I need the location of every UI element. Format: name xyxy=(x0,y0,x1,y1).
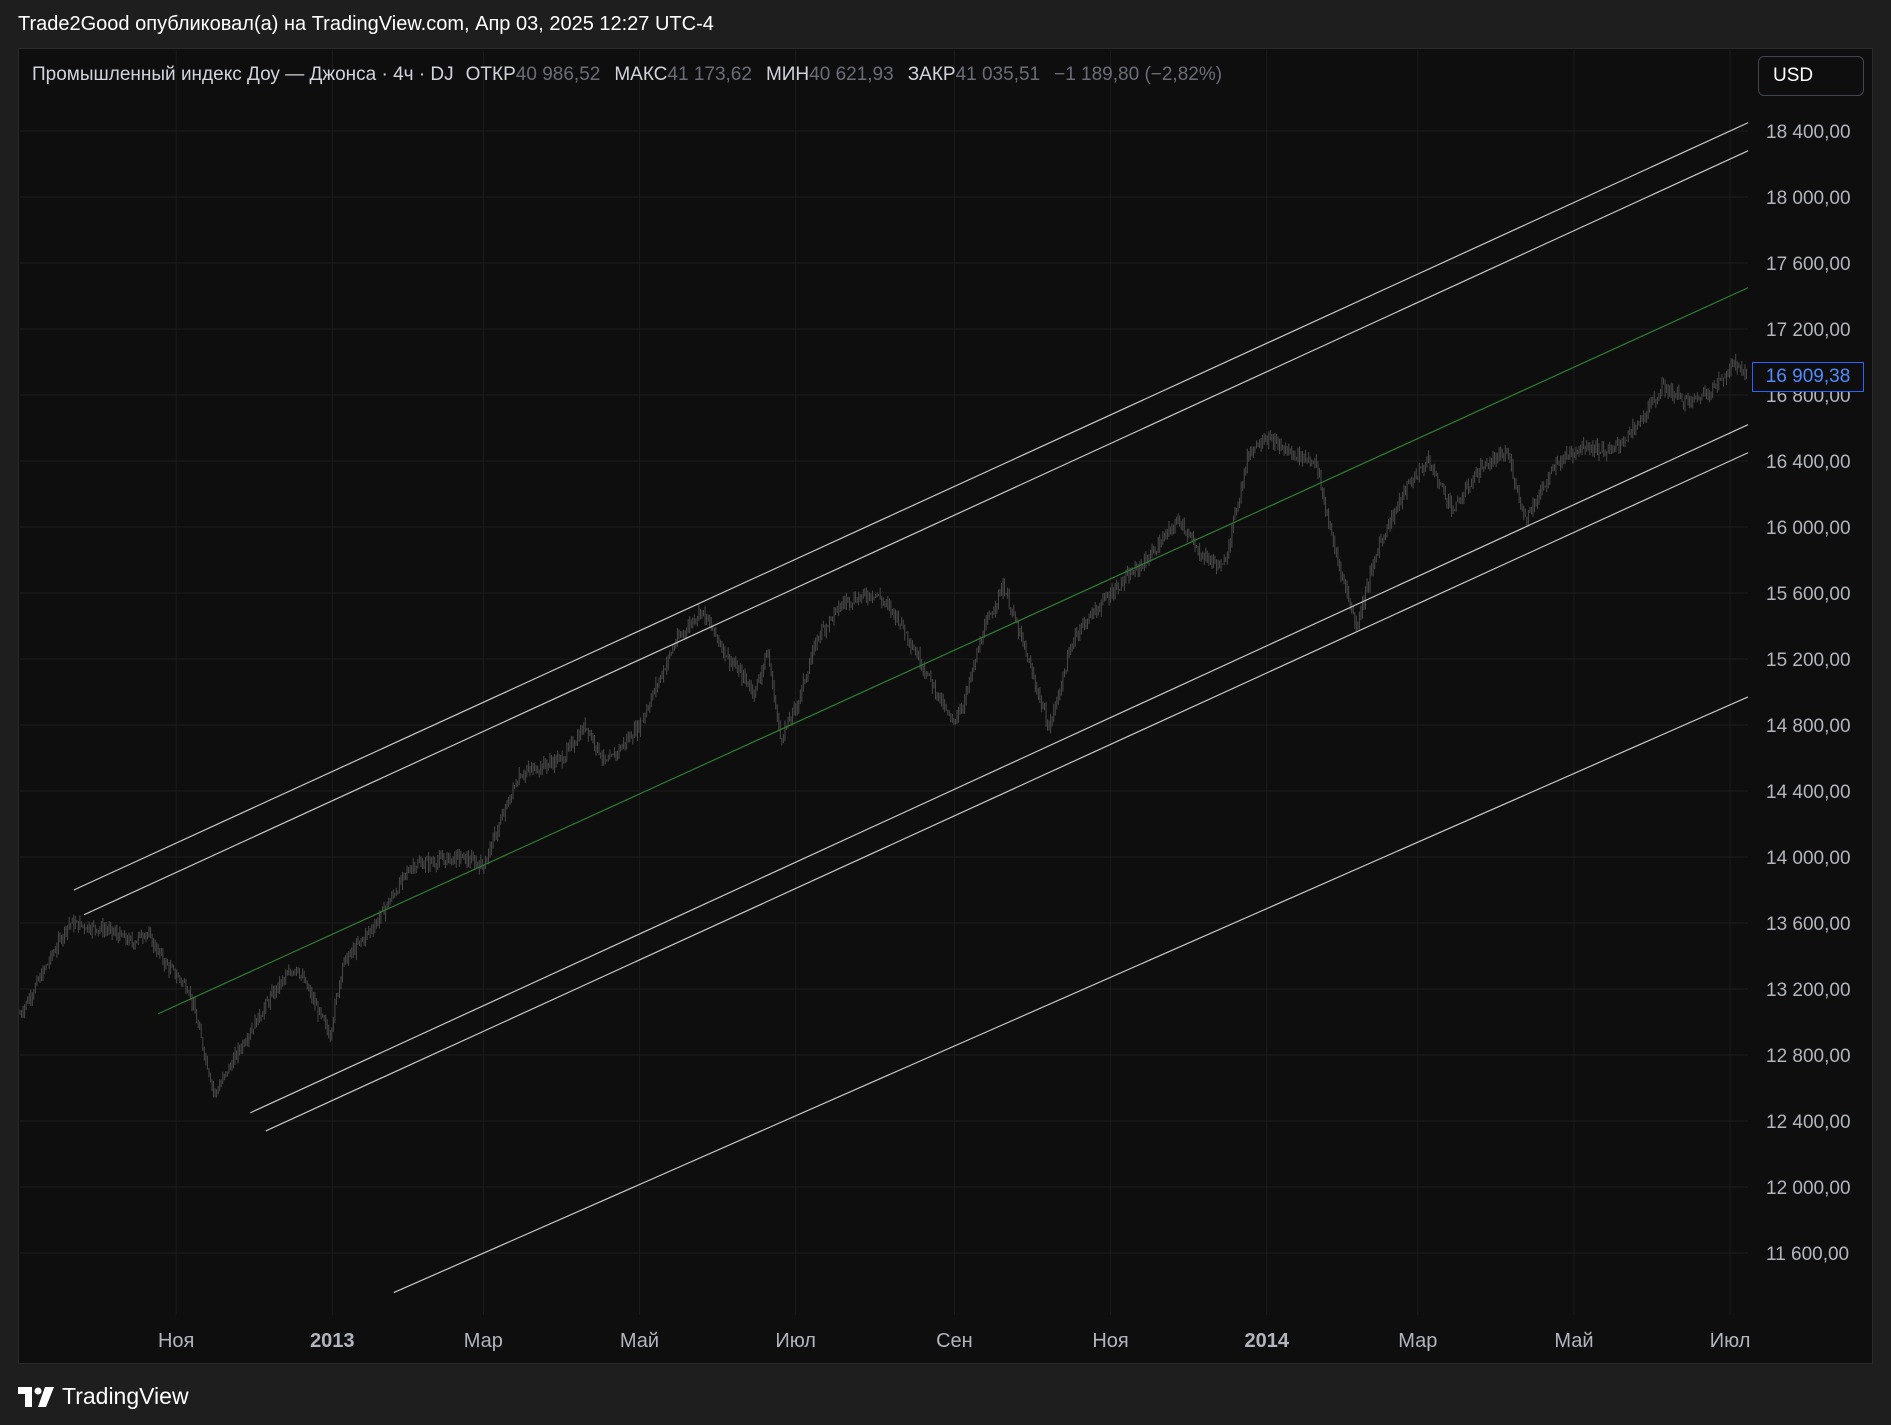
close-label: ЗАКР xyxy=(907,64,956,85)
candlestick-series xyxy=(19,353,1747,1098)
y-axis-tick-label: 12 400,00 xyxy=(1766,1112,1851,1133)
tradingview-logo-icon xyxy=(18,1386,54,1407)
median-trend-line xyxy=(157,287,1749,1015)
channel-line xyxy=(265,452,1749,1132)
x-axis-tick-label: Ноя xyxy=(1092,1330,1128,1352)
tradingview-brand: TradingView xyxy=(62,1383,189,1409)
low-label: МИН xyxy=(765,64,810,85)
y-axis-tick-label: 13 200,00 xyxy=(1766,980,1851,1001)
x-axis-tick-label: Июл xyxy=(775,1330,816,1352)
x-axis-tick-label: Май xyxy=(1554,1330,1593,1352)
y-axis-tick-label: 12 800,00 xyxy=(1766,1046,1851,1067)
high-label: МАКС xyxy=(614,64,668,85)
currency-button[interactable]: USD xyxy=(1758,56,1864,96)
x-axis-tick-label: Мар xyxy=(464,1330,503,1352)
x-axis-tick-label: 2013 xyxy=(310,1330,355,1352)
symbol-legend: Промышленный индекс Доу — Джонса · 4ч · … xyxy=(32,64,1222,86)
chart-pane[interactable] xyxy=(18,48,1873,1364)
y-axis-tick-label: 15 600,00 xyxy=(1766,584,1851,605)
publisher-line: Trade2Good опубликовал(а) на TradingView… xyxy=(18,13,714,35)
x-axis-tick-label: Мар xyxy=(1398,1330,1437,1352)
y-axis-tick-label: 14 000,00 xyxy=(1766,848,1851,869)
footer-bar xyxy=(0,1364,1891,1425)
high-value: 41 173,62 xyxy=(667,64,752,85)
x-axis-tick-label: Ноя xyxy=(158,1330,194,1352)
tradingview-logo[interactable]: TradingView xyxy=(18,1383,189,1410)
y-axis-tick-label: 17 600,00 xyxy=(1766,254,1851,275)
x-axis-tick-label: Июл xyxy=(1710,1330,1751,1352)
open-value: 40 986,52 xyxy=(515,64,601,85)
channel-line xyxy=(83,150,1749,916)
publisher-bar: Trade2Good опубликовал(а) на TradingView… xyxy=(0,0,1891,48)
y-axis-tick-label: 18 400,00 xyxy=(1766,122,1851,143)
y-axis-tick-label: 12 000,00 xyxy=(1766,1178,1851,1199)
y-axis-tick-label: 18 000,00 xyxy=(1766,188,1851,209)
symbol-title[interactable]: Промышленный индекс Доу — Джонса · 4ч · … xyxy=(32,64,454,85)
y-axis-tick-label: 16 400,00 xyxy=(1766,452,1851,473)
channel-line xyxy=(393,696,1749,1294)
y-axis-tick-label: 14 800,00 xyxy=(1766,716,1851,737)
channel-line xyxy=(73,122,1749,891)
x-axis-tick-label: Май xyxy=(620,1330,659,1352)
x-axis-tick-label: 2014 xyxy=(1244,1330,1289,1352)
y-axis-tick-label: 17 200,00 xyxy=(1766,320,1851,341)
y-axis-tick-label: 15 200,00 xyxy=(1766,650,1851,671)
x-axis-tick-label: Сен xyxy=(936,1330,973,1352)
y-axis-tick-label: 11 600,00 xyxy=(1766,1244,1849,1265)
close-value: 41 035,51 xyxy=(955,64,1041,85)
open-label: ОТКР xyxy=(465,64,516,85)
y-axis-tick-label: 13 600,00 xyxy=(1766,914,1851,935)
channel-line xyxy=(250,424,1749,1114)
last-price-label: 16 909,38 xyxy=(1752,362,1864,392)
change-value: −1 189,80 (−2,82%) xyxy=(1054,64,1223,85)
y-axis-tick-label: 14 400,00 xyxy=(1766,782,1851,803)
low-value: 40 621,93 xyxy=(809,64,894,85)
y-axis-tick-label: 16 000,00 xyxy=(1766,518,1851,539)
